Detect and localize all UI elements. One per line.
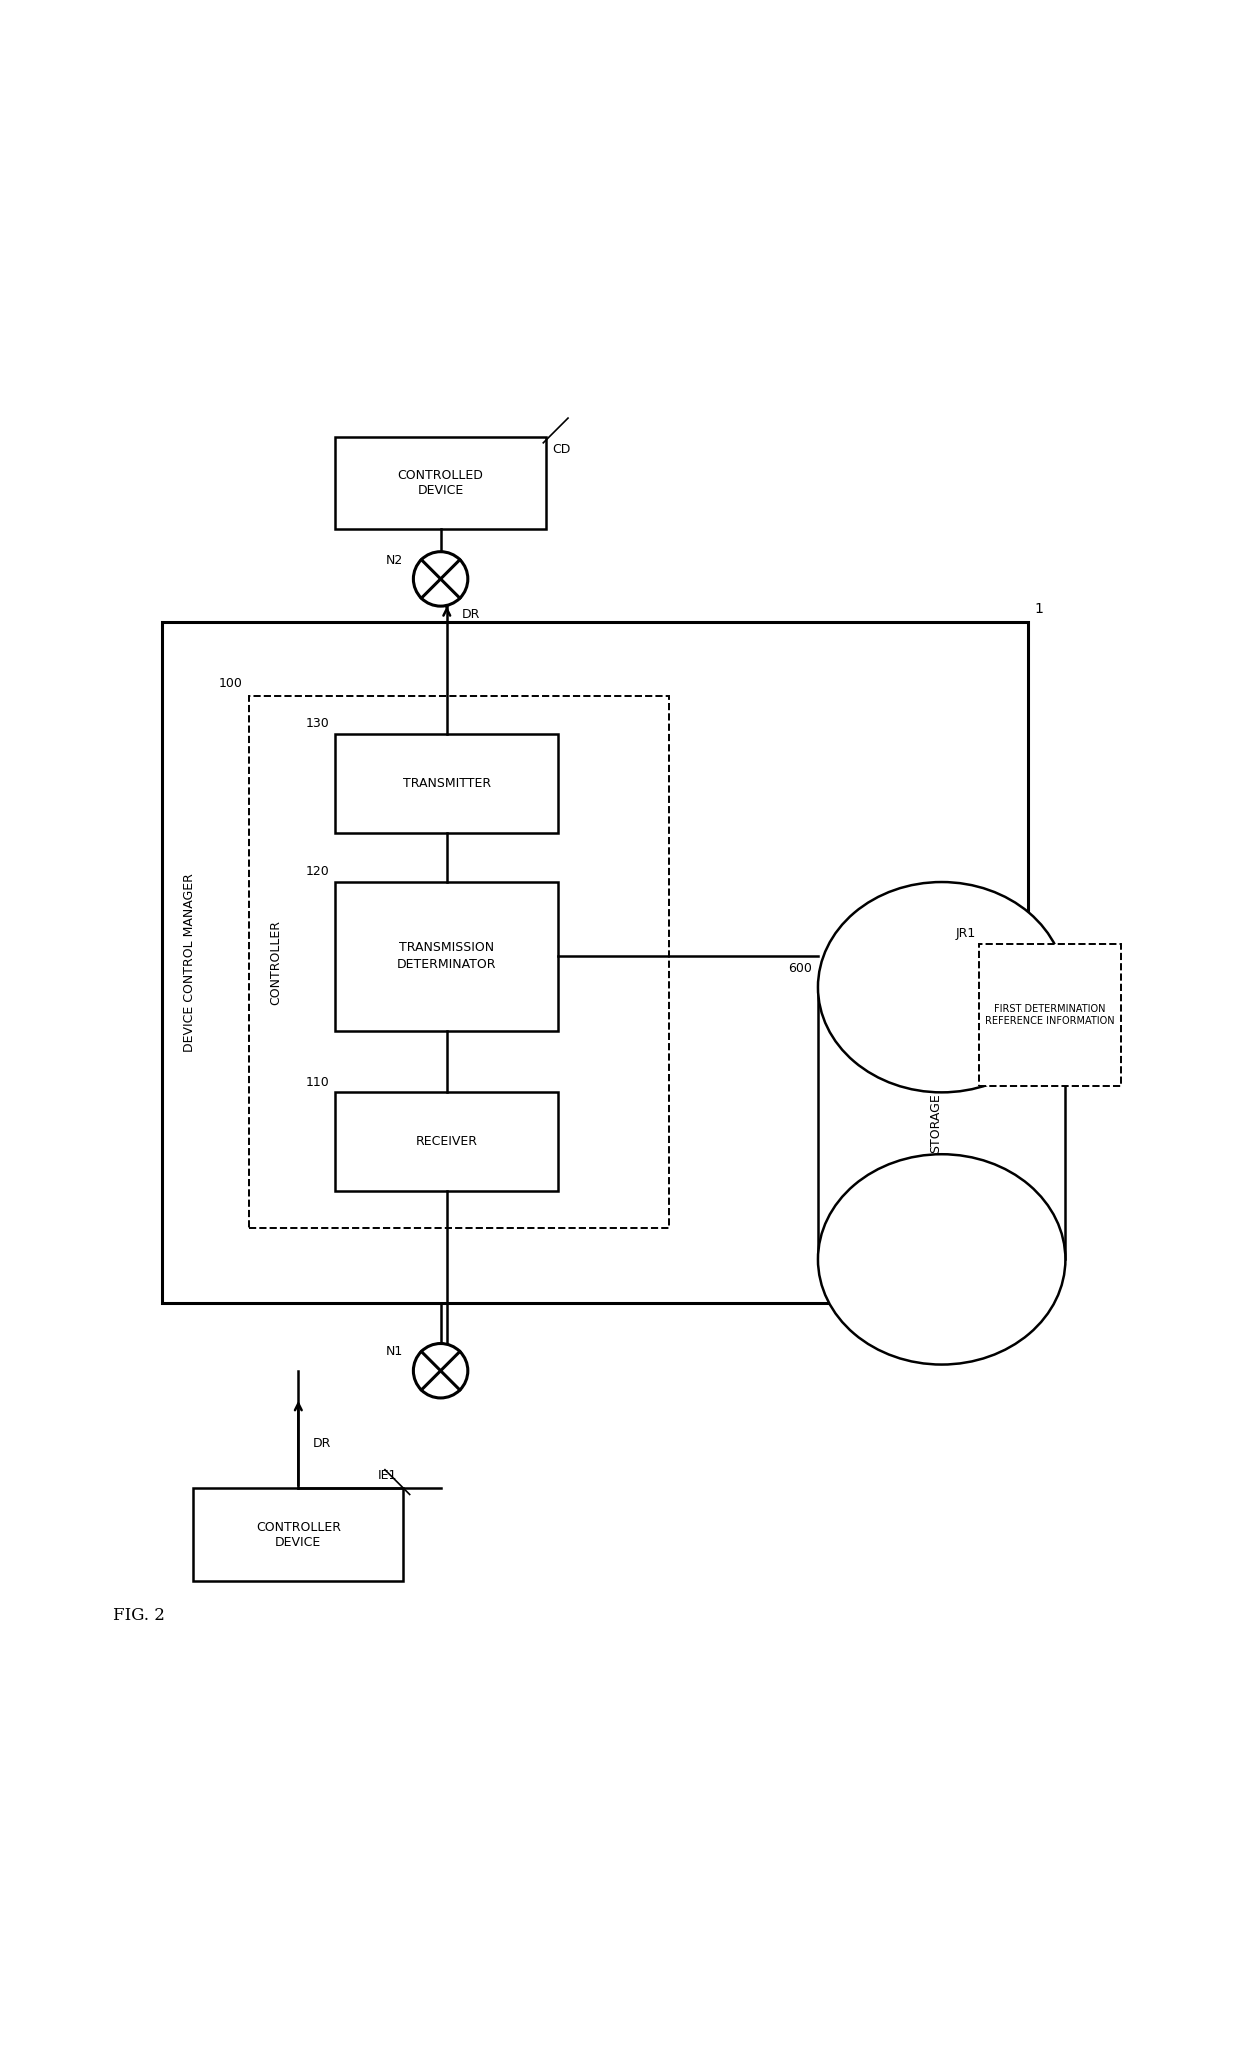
- Bar: [978, 944, 1121, 1086]
- Text: FIRST DETERMINATION
REFERENCE INFORMATION: FIRST DETERMINATION REFERENCE INFORMATIO…: [985, 1004, 1115, 1026]
- Text: STORAGE: STORAGE: [929, 1094, 942, 1154]
- Text: 600: 600: [787, 962, 812, 975]
- Text: TRANSMITTER: TRANSMITTER: [403, 777, 491, 789]
- Bar: [193, 1488, 403, 1581]
- Bar: [336, 734, 558, 833]
- Text: FIG. 2: FIG. 2: [113, 1608, 165, 1624]
- Text: 1: 1: [1034, 602, 1043, 616]
- Circle shape: [413, 1344, 467, 1397]
- Ellipse shape: [818, 882, 1065, 1092]
- Text: RECEIVER: RECEIVER: [415, 1136, 477, 1148]
- Text: IE1: IE1: [378, 1469, 397, 1482]
- Text: N2: N2: [386, 554, 403, 567]
- Text: CONTROLLER
DEVICE: CONTROLLER DEVICE: [255, 1521, 341, 1548]
- Circle shape: [413, 552, 467, 606]
- Text: CD: CD: [552, 443, 570, 455]
- Text: CONTROLLED
DEVICE: CONTROLLED DEVICE: [398, 470, 484, 497]
- Text: DEVICE CONTROL MANAGER: DEVICE CONTROL MANAGER: [184, 874, 196, 1051]
- Ellipse shape: [818, 1154, 1065, 1364]
- Text: 120: 120: [305, 866, 330, 878]
- Text: JR1: JR1: [956, 927, 976, 940]
- Text: TRANSMISSION
DETERMINATOR: TRANSMISSION DETERMINATOR: [397, 942, 496, 971]
- Text: CONTROLLER: CONTROLLER: [269, 919, 283, 1006]
- Bar: [818, 987, 1065, 1259]
- Bar: [249, 697, 670, 1228]
- Bar: [336, 1092, 558, 1191]
- Text: DR: DR: [314, 1437, 331, 1449]
- Bar: [336, 437, 546, 530]
- Bar: [336, 882, 558, 1030]
- Text: 100: 100: [218, 678, 243, 690]
- Text: DR: DR: [461, 608, 480, 620]
- Bar: [162, 622, 1028, 1303]
- Text: N1: N1: [386, 1346, 403, 1358]
- Text: 110: 110: [305, 1076, 330, 1088]
- Text: 130: 130: [305, 717, 330, 730]
